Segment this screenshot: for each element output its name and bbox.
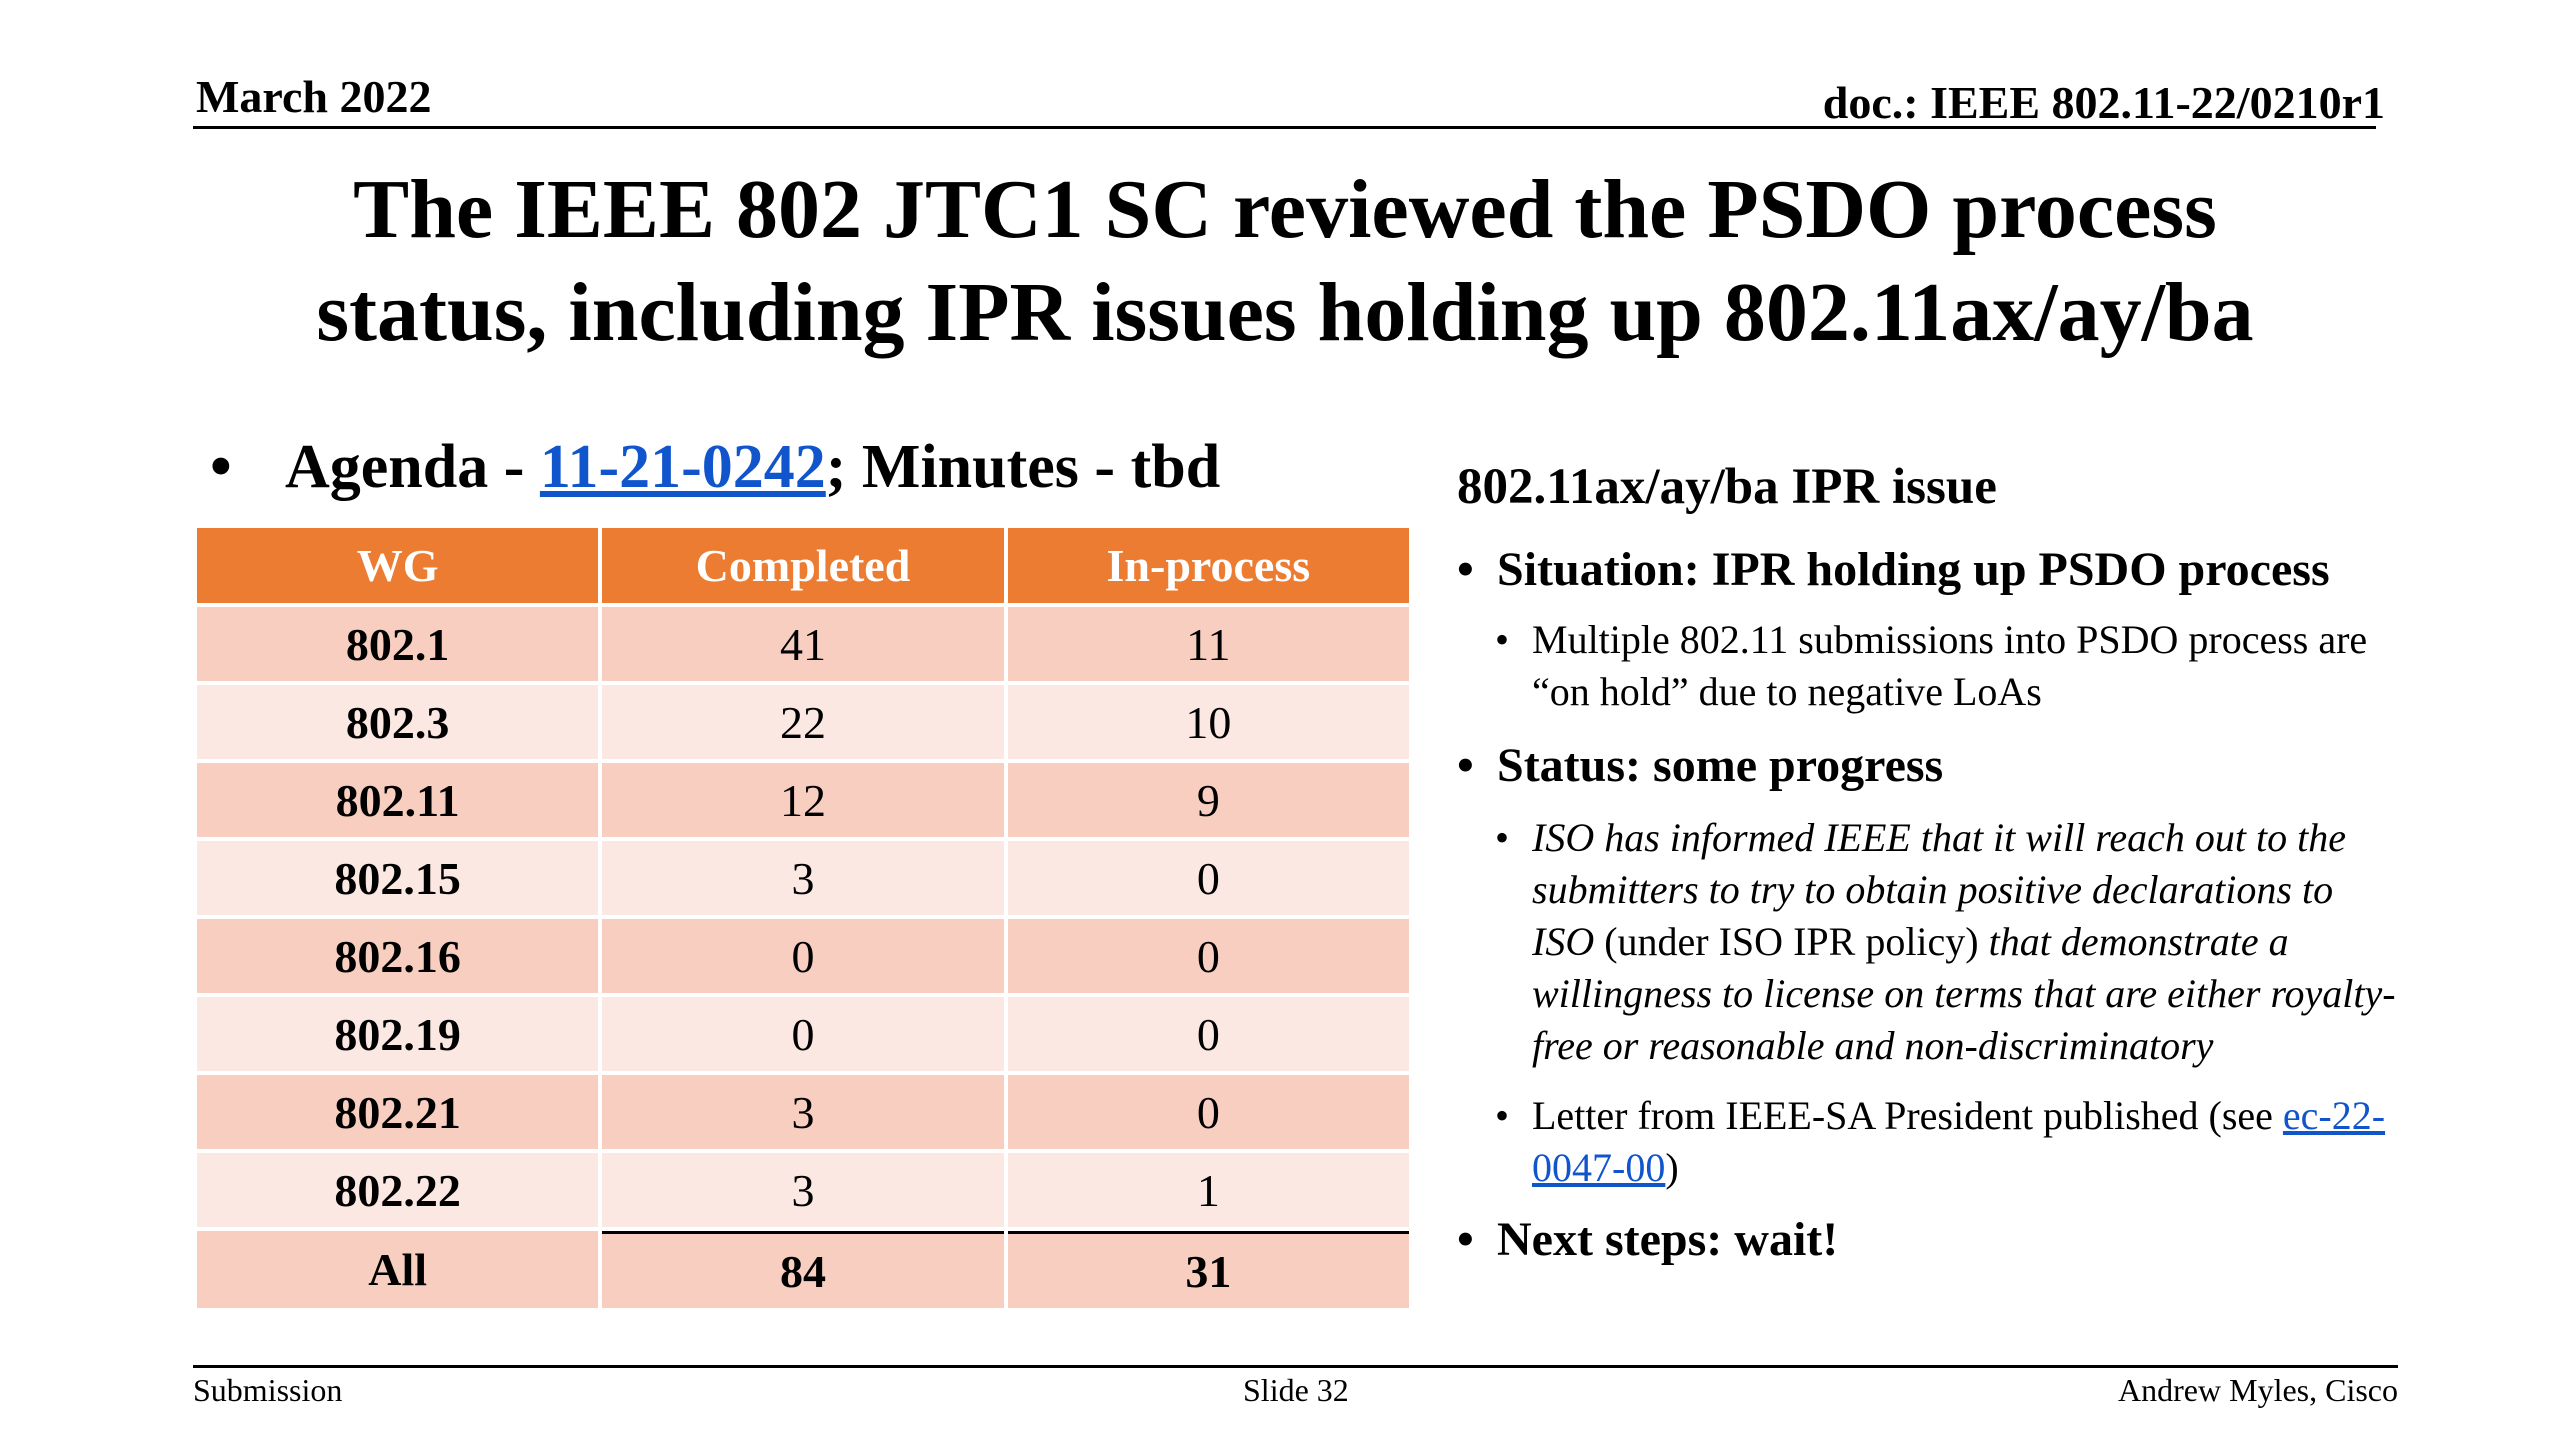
agenda-prefix: Agenda - bbox=[285, 433, 540, 501]
wg-status-table: WG Completed In-process 802.1 41 11 802.… bbox=[193, 528, 1413, 1312]
cell-inprocess: 9 bbox=[1007, 763, 1409, 841]
cell-inprocess: 1 bbox=[1007, 1153, 1409, 1231]
table-row: 802.3 22 10 bbox=[197, 685, 1409, 763]
iso-detail: ISO has informed IEEE that it will reach… bbox=[1457, 812, 2397, 1072]
agenda-suffix: ; Minutes - tbd bbox=[825, 433, 1221, 501]
header-divider bbox=[193, 126, 2376, 129]
slide-title-line1: The IEEE 802 JTC1 SC reviewed the PSDO p… bbox=[353, 163, 2217, 256]
cell-inprocess: 11 bbox=[1007, 607, 1409, 685]
footer-submission: Submission bbox=[193, 1372, 343, 1408]
cell-completed: 3 bbox=[602, 1153, 1004, 1231]
situation-bullet: Situation: IPR holding up PSDO process bbox=[1457, 540, 2397, 600]
iso-detail-italic-1: ISO has informed IEEE that it will reach… bbox=[1532, 815, 2346, 964]
table-row: 802.22 3 1 bbox=[197, 1153, 1409, 1231]
iso-detail-plain: (under ISO IPR policy) bbox=[1594, 919, 1989, 964]
cell-wg: 802.1 bbox=[197, 607, 599, 685]
cell-wg: 802.3 bbox=[197, 685, 599, 763]
bullet-icon: • bbox=[210, 433, 232, 501]
letter-prefix: Letter from IEEE-SA President published … bbox=[1532, 1093, 2283, 1138]
cell-wg: 802.22 bbox=[197, 1153, 599, 1231]
table-row: 802.21 3 0 bbox=[197, 1075, 1409, 1153]
footer-divider bbox=[193, 1365, 2398, 1368]
header-doc-id: doc.: IEEE 802.11-22/0210r1 bbox=[1822, 77, 2385, 128]
table-row: 802.1 41 11 bbox=[197, 607, 1409, 685]
header-date: March 2022 bbox=[196, 71, 432, 122]
column-header-wg: WG bbox=[197, 528, 599, 607]
cell-completed: 3 bbox=[602, 841, 1004, 919]
table-row: 802.11 12 9 bbox=[197, 763, 1409, 841]
cell-completed: 12 bbox=[602, 763, 1004, 841]
slide-title-line2: status, including IPR issues holding up … bbox=[316, 266, 2254, 359]
table-row: 802.15 3 0 bbox=[197, 841, 1409, 919]
letter-link[interactable]: ec-22-0047-00 bbox=[1532, 1093, 2386, 1190]
cell-inprocess: 0 bbox=[1007, 841, 1409, 919]
letter-suffix: ) bbox=[1665, 1145, 1679, 1190]
cell-inprocess: 10 bbox=[1007, 685, 1409, 763]
cell-inprocess: 0 bbox=[1007, 919, 1409, 997]
column-header-inprocess: In-process bbox=[1007, 528, 1409, 607]
cell-inprocess: 0 bbox=[1007, 997, 1409, 1075]
table-row: 802.19 0 0 bbox=[197, 997, 1409, 1075]
letter-detail: Letter from IEEE-SA President published … bbox=[1457, 1090, 2397, 1194]
iso-detail-italic-2: that demonstrate a willingness to licens… bbox=[1532, 919, 2396, 1068]
cell-wg: All bbox=[197, 1231, 599, 1312]
column-header-completed: Completed bbox=[602, 528, 1004, 607]
table-row: 802.16 0 0 bbox=[197, 919, 1409, 997]
table-header-row: WG Completed In-process bbox=[197, 528, 1409, 607]
cell-inprocess-total: 31 bbox=[1007, 1231, 1409, 1312]
cell-completed: 3 bbox=[602, 1075, 1004, 1153]
cell-wg: 802.16 bbox=[197, 919, 599, 997]
table-total-row: All 84 31 bbox=[197, 1231, 1409, 1312]
cell-wg: 802.11 bbox=[197, 763, 599, 841]
cell-completed-total: 84 bbox=[602, 1231, 1004, 1312]
agenda-line: • Agenda - 11-21-0242; Minutes - tbd bbox=[210, 432, 1220, 503]
next-steps-bullet: Next steps: wait! bbox=[1457, 1210, 2397, 1270]
footer-slide-number: Slide 32 bbox=[1243, 1372, 1349, 1408]
cell-wg: 802.15 bbox=[197, 841, 599, 919]
ipr-issue-heading: 802.11ax/ay/ba IPR issue bbox=[1457, 459, 1997, 515]
cell-inprocess: 0 bbox=[1007, 1075, 1409, 1153]
cell-completed: 0 bbox=[602, 919, 1004, 997]
cell-completed: 41 bbox=[602, 607, 1004, 685]
situation-detail: Multiple 802.11 submissions into PSDO pr… bbox=[1457, 614, 2397, 718]
cell-wg: 802.21 bbox=[197, 1075, 599, 1153]
agenda-link[interactable]: 11-21-0242 bbox=[539, 433, 826, 501]
footer-author: Andrew Myles, Cisco bbox=[2118, 1372, 2398, 1408]
cell-completed: 22 bbox=[602, 685, 1004, 763]
cell-completed: 0 bbox=[602, 997, 1004, 1075]
ipr-issue-list: Situation: IPR holding up PSDO process M… bbox=[1457, 540, 2397, 1270]
slide-title: The IEEE 802 JTC1 SC reviewed the PSDO p… bbox=[190, 158, 2380, 364]
cell-wg: 802.19 bbox=[197, 997, 599, 1075]
status-bullet: Status: some progress bbox=[1457, 736, 2397, 796]
